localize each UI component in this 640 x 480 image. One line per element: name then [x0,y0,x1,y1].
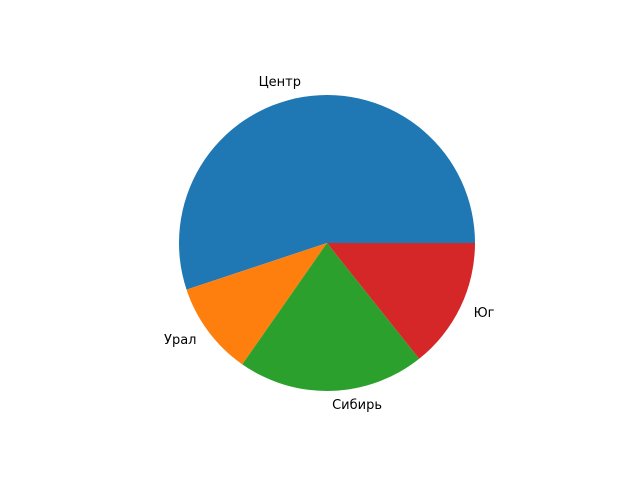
slice-label: Сибирь [332,398,382,413]
pie-slice [327,243,475,359]
pie-slice [178,95,475,290]
pie-slice [186,243,327,365]
slice-label: Юг [474,306,495,321]
pie-slice [242,243,420,391]
slice-label: Центр [259,75,301,90]
slice-label: Урал [164,333,196,348]
